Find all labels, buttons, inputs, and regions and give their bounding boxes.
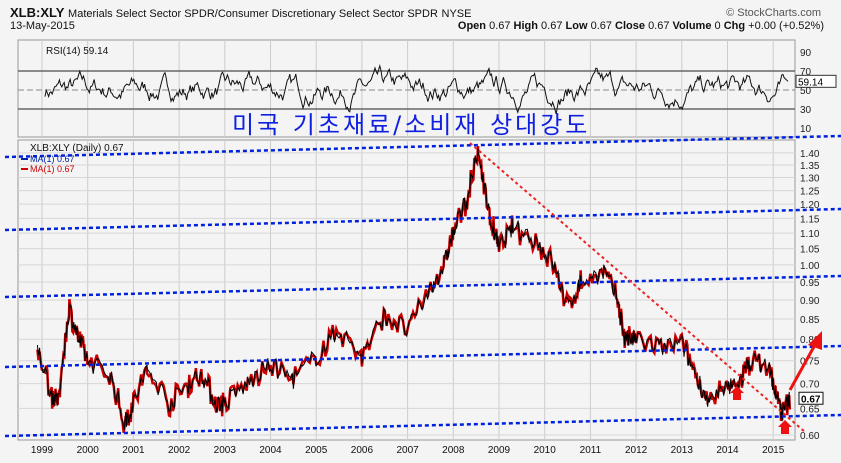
ma-legend: MA(1) 0.67 <box>30 164 75 174</box>
ohlc-label: Open <box>457 20 490 32</box>
x-tick-label: 2000 <box>77 445 100 456</box>
price-tick-label: 0.95 <box>800 278 820 289</box>
x-tick-label: 1999 <box>31 445 54 456</box>
x-tick-label: 2005 <box>305 445 328 456</box>
x-tick-label: 2006 <box>351 445 374 456</box>
price-tick-label: 1.00 <box>800 261 820 272</box>
ohlc-label: Close <box>615 20 649 32</box>
price-tick-label: 1.35 <box>800 161 820 172</box>
rsi-last-badge <box>795 74 837 88</box>
x-tick-label: 2008 <box>442 445 465 456</box>
ohlc-value: 0.67 <box>590 20 616 32</box>
rsi-panel <box>17 39 796 138</box>
blue-trendline <box>4 344 841 369</box>
price-last-value: 0.67 <box>801 394 821 405</box>
ohlc-value: +0.00 (+0.52%) <box>748 20 824 32</box>
date: 13-May-2015 <box>10 20 75 32</box>
chart-title: XLB:XLY Materials Select Sector SPDR/Con… <box>10 5 472 20</box>
blue-trendline <box>4 134 841 159</box>
x-tick-label: 2004 <box>259 445 282 456</box>
ohlc-value: 0.67 <box>489 20 514 32</box>
rsi-tick-label: 50 <box>800 86 812 97</box>
x-tick-label: 2014 <box>716 445 739 456</box>
security-name: Materials Select Sector SPDR/Consumer Di… <box>68 8 438 20</box>
rebound-arrow-head <box>808 331 822 350</box>
price-last-badge <box>798 391 824 405</box>
price-tick-label: 0.60 <box>800 431 820 442</box>
x-tick-label: 2007 <box>396 445 419 456</box>
price-tick-label: 1.20 <box>800 200 820 211</box>
rsi-tick-label: 10 <box>800 124 812 135</box>
price-legend: XLB:XLY (Daily) 0.67 <box>30 143 124 154</box>
rsi-line <box>44 63 789 115</box>
rsi-last-value: 59.14 <box>798 77 823 88</box>
ohlc-label: High <box>513 20 542 32</box>
ohlc-label: Volume <box>672 20 715 32</box>
price-tick-label: 0.90 <box>800 296 820 307</box>
blue-trendline <box>4 274 841 299</box>
price-tick-label: 0.85 <box>800 315 820 326</box>
x-tick-label: 2015 <box>762 445 785 456</box>
price-tick-label: 1.05 <box>800 245 820 256</box>
ohlc-readout: Open 0.67 High 0.67 Low 0.67 Close 0.67 … <box>458 20 824 32</box>
x-tick-label: 2003 <box>214 445 237 456</box>
brand: © StockCharts.com <box>726 7 821 19</box>
price-tick-label: 1.30 <box>800 174 820 185</box>
rebound-arrow-shaft <box>788 342 818 391</box>
annotation-title: 미국 기초재료/소비재 상대강도 <box>232 111 591 139</box>
ohlc-value: 0.67 <box>541 20 566 32</box>
x-tick-label: 2010 <box>534 445 557 456</box>
price-tick-label: 0.75 <box>800 357 820 368</box>
ohlc-value: 0 <box>714 20 724 32</box>
ohlc-label: Chg <box>723 20 749 32</box>
price-tick-label: 1.10 <box>800 229 820 240</box>
x-tick-label: 2012 <box>625 445 648 456</box>
ma-legend: MA(1) 0.67 <box>30 154 75 164</box>
rsi-legend: RSI(14) 59.14 <box>46 46 109 57</box>
price-line <box>36 148 791 430</box>
price-tick-label: 0.70 <box>800 380 820 391</box>
x-tick-label: 2013 <box>671 445 694 456</box>
x-tick-label: 2002 <box>168 445 191 456</box>
price-tick-label: 1.25 <box>800 187 820 198</box>
x-tick-label: 2011 <box>580 445 602 456</box>
rsi-tick-label: 30 <box>800 105 812 116</box>
symbol: XLB:XLY <box>10 5 65 20</box>
blue-trendline <box>4 413 841 438</box>
rsi-tick-label: 70 <box>800 67 812 78</box>
ohlc-label: Low <box>565 20 591 32</box>
price-tick-label: 0.65 <box>800 404 820 415</box>
up-arrow-icon <box>730 386 744 400</box>
rsi-tick-label: 90 <box>800 48 812 59</box>
price-tick-label: 1.15 <box>800 214 820 225</box>
x-tick-label: 2001 <box>122 445 145 456</box>
blue-trendline <box>4 207 841 232</box>
up-arrow-icon <box>778 420 792 434</box>
price-tick-label: 1.40 <box>800 149 820 160</box>
red-downtrend-line <box>469 142 806 433</box>
price-tick-label: 0.80 <box>800 335 820 346</box>
price-panel <box>17 139 796 441</box>
ohlc-value: 0.67 <box>648 20 673 32</box>
exchange: NYSE <box>441 8 472 20</box>
x-tick-label: 2009 <box>488 445 511 456</box>
